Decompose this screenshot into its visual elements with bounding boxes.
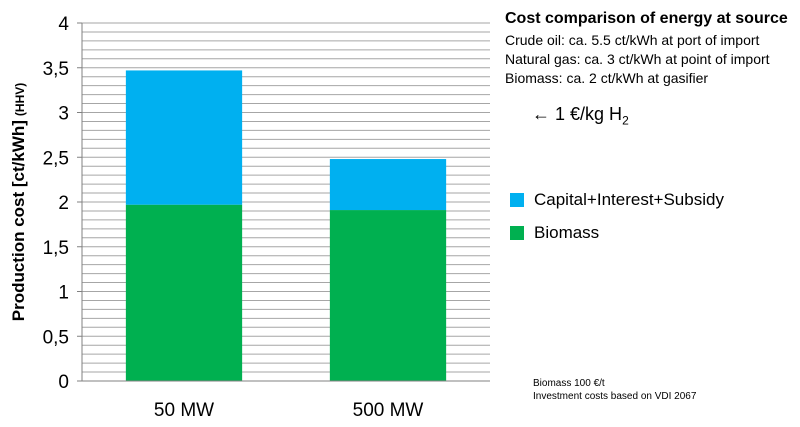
y-tick-labels: 0 0,5 1 1,5 2 2,5 3 3,5 4 [43, 14, 82, 393]
y-tick-label: 3,5 [43, 59, 69, 80]
bar-biomass [329, 210, 447, 381]
footnote-investment-basis: Investment costs based on VDI 2067 [533, 391, 697, 402]
legend-label-capital: Capital+Interest+Subsidy [534, 190, 724, 209]
legend-item-capital: Capital+Interest+Subsidy [510, 190, 724, 210]
chart-footnote: Biomass 100 €/t Investment costs based o… [533, 377, 696, 403]
chart-legend: Capital+Interest+Subsidy Biomass [510, 190, 724, 256]
info-title: Cost comparison of energy at source [505, 10, 788, 27]
y-tick-label: 3 [58, 104, 69, 125]
info-line-crude-oil: Crude oil: ca. 5.5 ct/kWh at port of imp… [505, 32, 760, 48]
y-tick-label: 0,5 [43, 327, 69, 348]
bar-capital-interest-subsidy [125, 70, 243, 205]
bar-capital-interest-subsidy [329, 159, 447, 211]
bars [125, 70, 447, 381]
y-axis-title-main: Production cost [ct/kWh] [9, 120, 28, 321]
energy-cost-info: Cost comparison of energy at source Crud… [505, 10, 800, 88]
y-tick-label: 1 [58, 283, 69, 304]
x-category-label: 50 MW [154, 400, 214, 421]
info-line-biomass: Biomass: ca. 2 ct/kWh at gasifier [505, 70, 709, 86]
y-tick-label: 1,5 [43, 238, 69, 259]
y-tick-label: 2 [58, 193, 69, 214]
x-category-labels: 50 MW 500 MW [154, 400, 424, 421]
hydrogen-cost-text: 1 €/kg H2 [555, 104, 629, 128]
bar-biomass [125, 204, 243, 381]
info-line-natural-gas: Natural gas: ca. 3 ct/kWh at point of im… [505, 51, 770, 67]
legend-item-biomass: Biomass [510, 223, 724, 243]
legend-label-biomass: Biomass [534, 223, 600, 242]
footnote-biomass-price: Biomass 100 €/t [533, 378, 605, 389]
hydrogen-cost-note: ← 1 €/kg H2 [532, 104, 629, 128]
y-axis-title-unit: (HHV) [13, 83, 27, 116]
legend-swatch-biomass [510, 226, 524, 240]
y-tick-label: 4 [58, 14, 69, 35]
x-category-label: 500 MW [353, 400, 424, 421]
y-axis-title: Production cost [ct/kWh] (HHV) [9, 83, 28, 322]
left-arrow-icon: ← [532, 104, 550, 124]
y-tick-label: 2,5 [43, 148, 69, 169]
y-tick-label: 0 [58, 372, 69, 393]
legend-swatch-capital [510, 193, 524, 207]
